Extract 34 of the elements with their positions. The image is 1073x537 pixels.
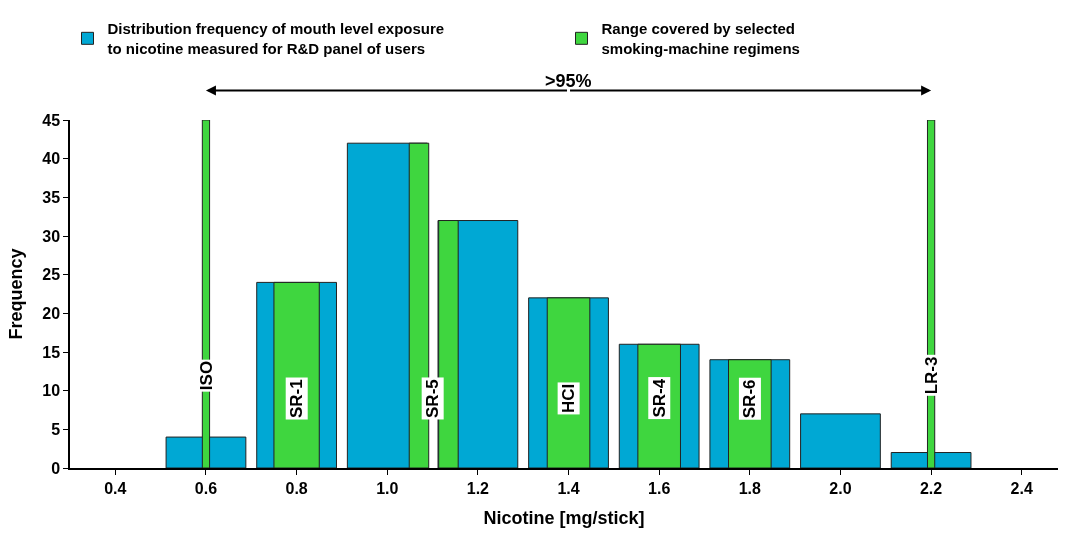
x-tick-label: 0.6 xyxy=(194,479,218,497)
x-tick-label: 0.8 xyxy=(285,479,308,497)
x-tick-label: 1.4 xyxy=(557,479,580,497)
annotation: HCI xyxy=(559,383,579,413)
y-axis-title: Frequency xyxy=(5,248,26,340)
x-tick-label: 1.6 xyxy=(648,479,671,497)
y-tick-label: 25 xyxy=(42,266,61,284)
y-tick-label: 0 xyxy=(51,459,61,477)
x-tick-label: 2.4 xyxy=(1010,479,1033,497)
y-tick-label: 45 xyxy=(42,111,61,129)
annotation: SR-1 xyxy=(287,379,307,419)
bar xyxy=(800,413,881,468)
annotation: ISO xyxy=(196,360,216,391)
x-tick-label: 1.2 xyxy=(466,479,490,497)
annotation: SR-6 xyxy=(740,379,760,419)
y-tick-label: 10 xyxy=(42,382,61,400)
x-tick-label: 2.2 xyxy=(919,479,943,497)
text: >95% xyxy=(545,71,592,91)
x-tick-label: 1.8 xyxy=(738,479,762,497)
y-tick-label: 30 xyxy=(42,227,61,245)
y-tick-label: 15 xyxy=(42,343,61,361)
legend-label: Range covered by selected smoking-machine regimens xyxy=(601,20,800,57)
y-tick-label: 35 xyxy=(42,188,61,206)
annotation: LR-3 xyxy=(921,356,941,395)
y-tick-label: 20 xyxy=(42,304,61,322)
y-tick-label: 40 xyxy=(42,150,61,168)
x-tick-label: 1.0 xyxy=(376,479,399,497)
x-tick-label: 0.4 xyxy=(104,479,127,497)
x-tick-label: 2.0 xyxy=(829,479,852,497)
annotation: SR-5 xyxy=(423,379,443,418)
x-axis-title: Nicotine [mg/stick] xyxy=(483,507,645,528)
annotation: SR-4 xyxy=(649,378,669,418)
y-tick-label: 5 xyxy=(51,420,61,438)
legend-label: Distribution frequency of mouth level exposure to nicotine measured for R&D panel of users xyxy=(107,20,445,57)
